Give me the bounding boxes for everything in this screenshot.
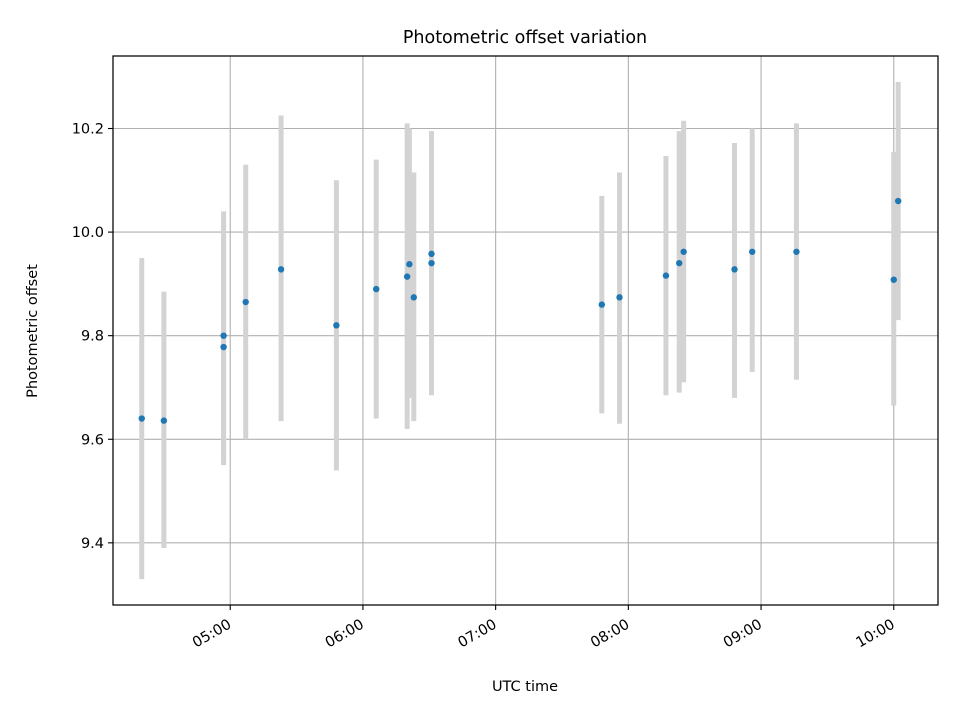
data-point [680,248,687,255]
grid-lines [113,56,938,605]
y-tick-label: 10.0 [72,225,104,241]
data-point [662,272,670,279]
data-point [138,415,145,422]
data-point [890,276,897,283]
data-point [242,298,249,306]
y-tick-label: 10.2 [72,122,104,138]
chart-title: Photometric offset variation [403,28,647,48]
data-point [749,248,756,255]
data-point [406,261,413,268]
data-point [373,285,380,293]
data-point [731,266,738,273]
data-points [138,197,902,424]
data-point [616,294,623,301]
y-axis: 9.4 9.6 9.8 10.0 10.2 [72,122,113,552]
data-point [428,259,435,267]
data-point [793,248,800,255]
data-point [410,294,418,301]
y-axis-label: Photometric offset [25,264,41,398]
data-point [894,197,902,205]
data-point [598,301,606,308]
data-point [403,273,411,280]
data-point [160,417,168,424]
plot-frame [112,55,939,606]
y-tick-label: 9.6 [81,432,104,448]
x-axis-label: UTC time [492,679,558,695]
data-point [220,332,227,339]
data-point [277,266,285,273]
y-tick-label: 9.4 [81,536,104,552]
data-point [220,343,227,351]
data-point [333,322,340,329]
data-point [428,250,435,258]
y-tick-label: 9.8 [81,329,104,345]
data-point [676,259,683,267]
